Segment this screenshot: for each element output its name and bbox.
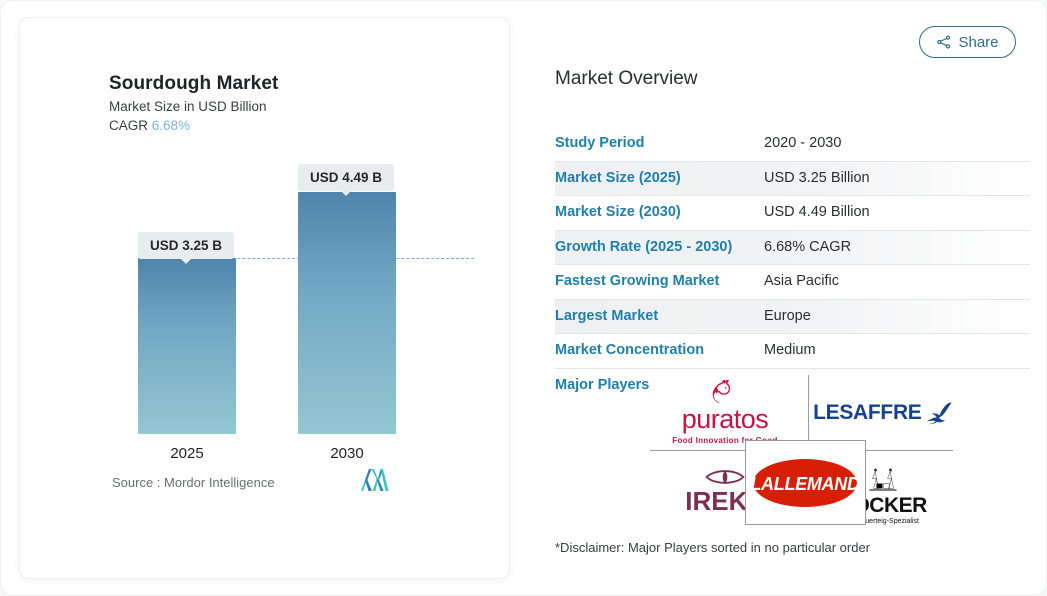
svg-text:LALLEMAND: LALLEMAND bbox=[751, 474, 859, 494]
